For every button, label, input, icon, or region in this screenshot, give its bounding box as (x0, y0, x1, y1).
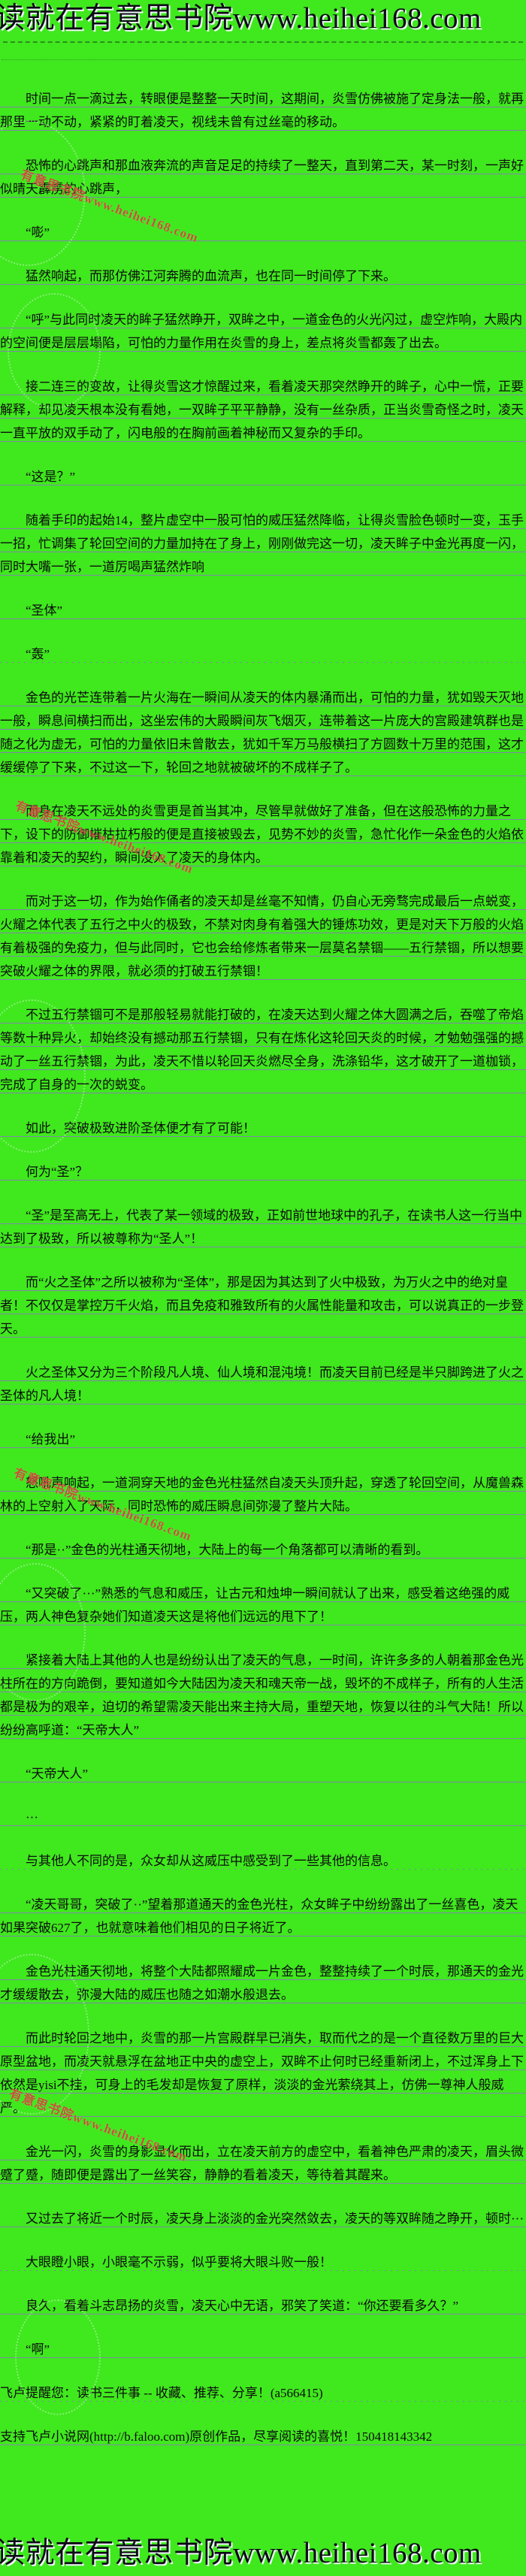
paragraph: “圣体” (0, 599, 526, 622)
paragraph: 而对于这一切，作为始作俑者的凌天却是丝毫不知情，仍自心无旁骛完成最后一点蜕变，火… (0, 890, 526, 983)
paragraph: “呼”与此同时凌天的眸子猛然睁开，双眸之中，一道金色的火光闪过，虚空炸响，大殿内… (0, 308, 526, 355)
paragraph: “又突破了···”熟悉的气息和威压，让古元和烛坤一瞬间就认了出来，感受着这绝强的… (0, 1582, 526, 1628)
paragraph: 飞卢提醒您：读书三件事 -- 收藏、推荐、分享！(a566415) (0, 2381, 526, 2405)
paragraph: 恐怖的心跳声和那血液奔流的声音足足的持续了一整天，直到第二天，某一时刻，一声好似… (0, 154, 526, 201)
paragraph: “凌天哥哥，突破了··”望着那道通天的金色光柱，众女眸子中纷纷露出了一丝喜色，凌… (0, 1893, 526, 1940)
paragraph: 支持飞卢小说网(http://b.faloo.com)原创作品，尽享阅读的喜悦！… (0, 2425, 526, 2448)
novel-content: 时间一点一滴过去，转眼便是整整一天时间，这期间，炎雪仿佛被施了定身法一般，就再那… (0, 60, 526, 2448)
paragraph: “圣”是至高无上，代表了某一领域的极致，正如前世地球中的孔子，在读书人这一行当中… (0, 1204, 526, 1250)
paragraph: 金色光柱通天彻地，将整个大陆都照耀成一片金色，整整持续了一个时辰，那通天的金光才… (0, 1960, 526, 2006)
paragraph: “这是？” (0, 465, 526, 488)
paragraph: “啊” (0, 2338, 526, 2361)
paragraph: 大眼瞪小眼，小眼毫不示弱，似乎要将大眼斗败一般！ (0, 2251, 526, 2274)
paragraph: 如此，突破极致进阶圣体便才有了可能！ (0, 1117, 526, 1140)
paragraph: “给我出” (0, 1428, 526, 1451)
paragraph: 接二连三的变故，让得炎雪这才惊醒过来，看着凌天那突然睁开的眸子，心中一慌，正要解… (0, 375, 526, 445)
paragraph: 何为“圣”？ (0, 1160, 526, 1184)
paragraph: 金光一闪，炎雪的身影显化而出，立在凌天前方的虚空中，看着神色严肃的凌天，眉头微蹙… (0, 2140, 526, 2187)
paragraph: 而身在凌天不远处的炎雪更是首当其冲，尽管早就做好了准备，但在这般恐怖的力量之下，… (0, 800, 526, 869)
site-banner-bottom: 读就在有意思书院www.heihei168.com (0, 2537, 482, 2569)
paragraph: “天帝大人” (0, 1762, 526, 1785)
paragraph: 而此时轮回之地中，炎雪的那一片宫殿群早已消失，取而代之的是一个直径数万里的巨大原… (0, 2027, 526, 2120)
paragraph: 与其他人不同的是，众女却从这威压中感受到了一些其他的信息。 (0, 1849, 526, 1873)
paragraph: 而“火之圣体”之所以被称为“圣体”，那是因为其达到了火中极致，为万火之中的绝对皇… (0, 1271, 526, 1341)
paragraph: 不过五行禁锢可不是那般轻易就能打破的，在凌天达到火耀之体大圆满之后，吞噬了帝焰等… (0, 1003, 526, 1096)
paragraph: 金色的光芒连带着一片火海在一瞬间从凌天的体内暴涌而出，可怕的力量，犹如毁天灭地一… (0, 686, 526, 779)
dashed-separator (3, 41, 523, 43)
paragraph: “嘭” (0, 221, 526, 244)
paragraph: “轰” (0, 642, 526, 666)
paragraph: ··· (0, 1806, 526, 1829)
dotted-separator (2, 59, 524, 60)
site-banner-top: 读就在有意思书院www.heihei168.com (0, 2, 482, 35)
paragraph: 良久，看着斗志昂扬的炎雪，凌天心中无语，邪笑了笑道：“你还要看多久？” (0, 2294, 526, 2317)
paragraph: 又过去了将近一个时辰，凌天身上淡淡的金光突然敛去，凌天的等双眸随之睁开，顿时··… (0, 2207, 526, 2230)
paragraph: “那是··”金色的光柱通天彻地，大陆上的每一个角落都可以清晰的看到。 (0, 1538, 526, 1562)
paragraph: 猛然响起，而那仿佛江河奔腾的血流声，也在同一时间停了下来。 (0, 265, 526, 288)
paragraph: 紧接着大陆上其他的人也是纷纷认出了凌天的气息，一时间，许许多多的人朝着那金色光柱… (0, 1649, 526, 1742)
paragraph: 火之圣体又分为三个阶段凡人境、仙人境和混沌境！而凌天目前已经是半只脚跨进了火之圣… (0, 1361, 526, 1407)
paragraph: 时间一点一滴过去，转眼便是整整一天时间，这期间，炎雪仿佛被施了定身法一般，就再那… (0, 87, 526, 134)
paragraph: 怒吼声响起，一道洞穿天地的金色光柱猛然自凌天头顶升起，穿透了轮回空间，从魔兽森林… (0, 1471, 526, 1518)
paragraph: 随着手印的起始14，整片虚空中一股可怕的威压猛然降临，让得炎雪脸色顿时一变，玉手… (0, 509, 526, 579)
